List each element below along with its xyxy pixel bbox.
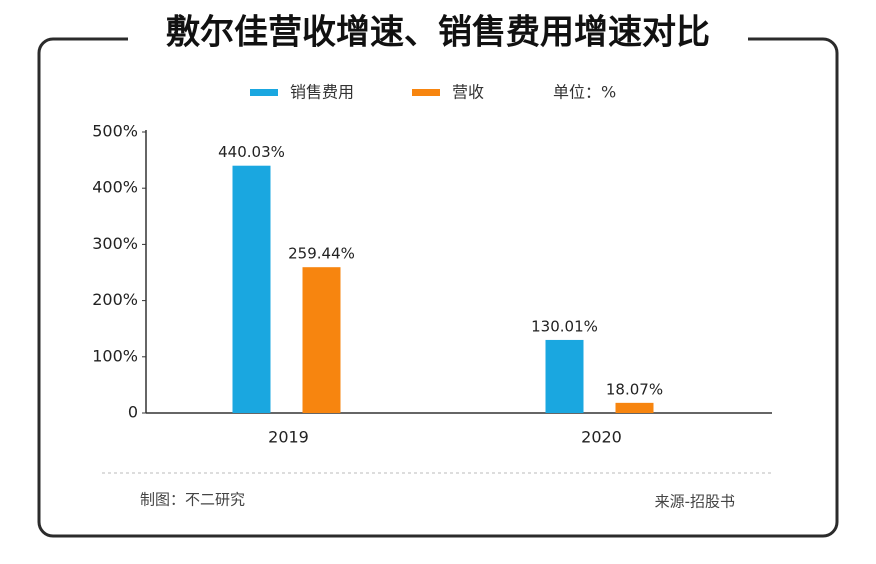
- unit-note: 单位：%: [553, 83, 616, 102]
- credit: 制图：不二研究: [140, 491, 245, 509]
- x-tick-label: 2019: [268, 428, 309, 447]
- y-tick-label: 200%: [92, 290, 138, 309]
- value-label: 130.01%: [531, 317, 598, 335]
- value-label: 259.44%: [288, 245, 355, 263]
- legend-swatch: [250, 89, 278, 96]
- legend-label: 营收: [452, 83, 484, 102]
- frame: [37, 37, 839, 538]
- y-tick-label: 100%: [92, 346, 138, 365]
- title-backdrop: [128, 10, 748, 60]
- bar: [232, 165, 271, 413]
- legend-label: 销售费用: [290, 83, 354, 102]
- x-tick-label: 2020: [581, 428, 622, 447]
- y-tick-label: 400%: [92, 178, 138, 197]
- bar: [302, 267, 341, 413]
- bar: [545, 339, 584, 413]
- y-tick-label: 0: [128, 403, 138, 422]
- value-label: 18.07%: [606, 380, 663, 398]
- chart-title: 敷尔佳营收增速、销售费用增速对比: [166, 13, 710, 53]
- y-tick-label: 300%: [92, 234, 138, 253]
- bar: [615, 402, 654, 413]
- value-label: 440.03%: [218, 143, 285, 161]
- y-tick-label: 500%: [92, 122, 138, 141]
- legend-swatch: [412, 89, 440, 96]
- source: 来源-招股书: [655, 493, 735, 511]
